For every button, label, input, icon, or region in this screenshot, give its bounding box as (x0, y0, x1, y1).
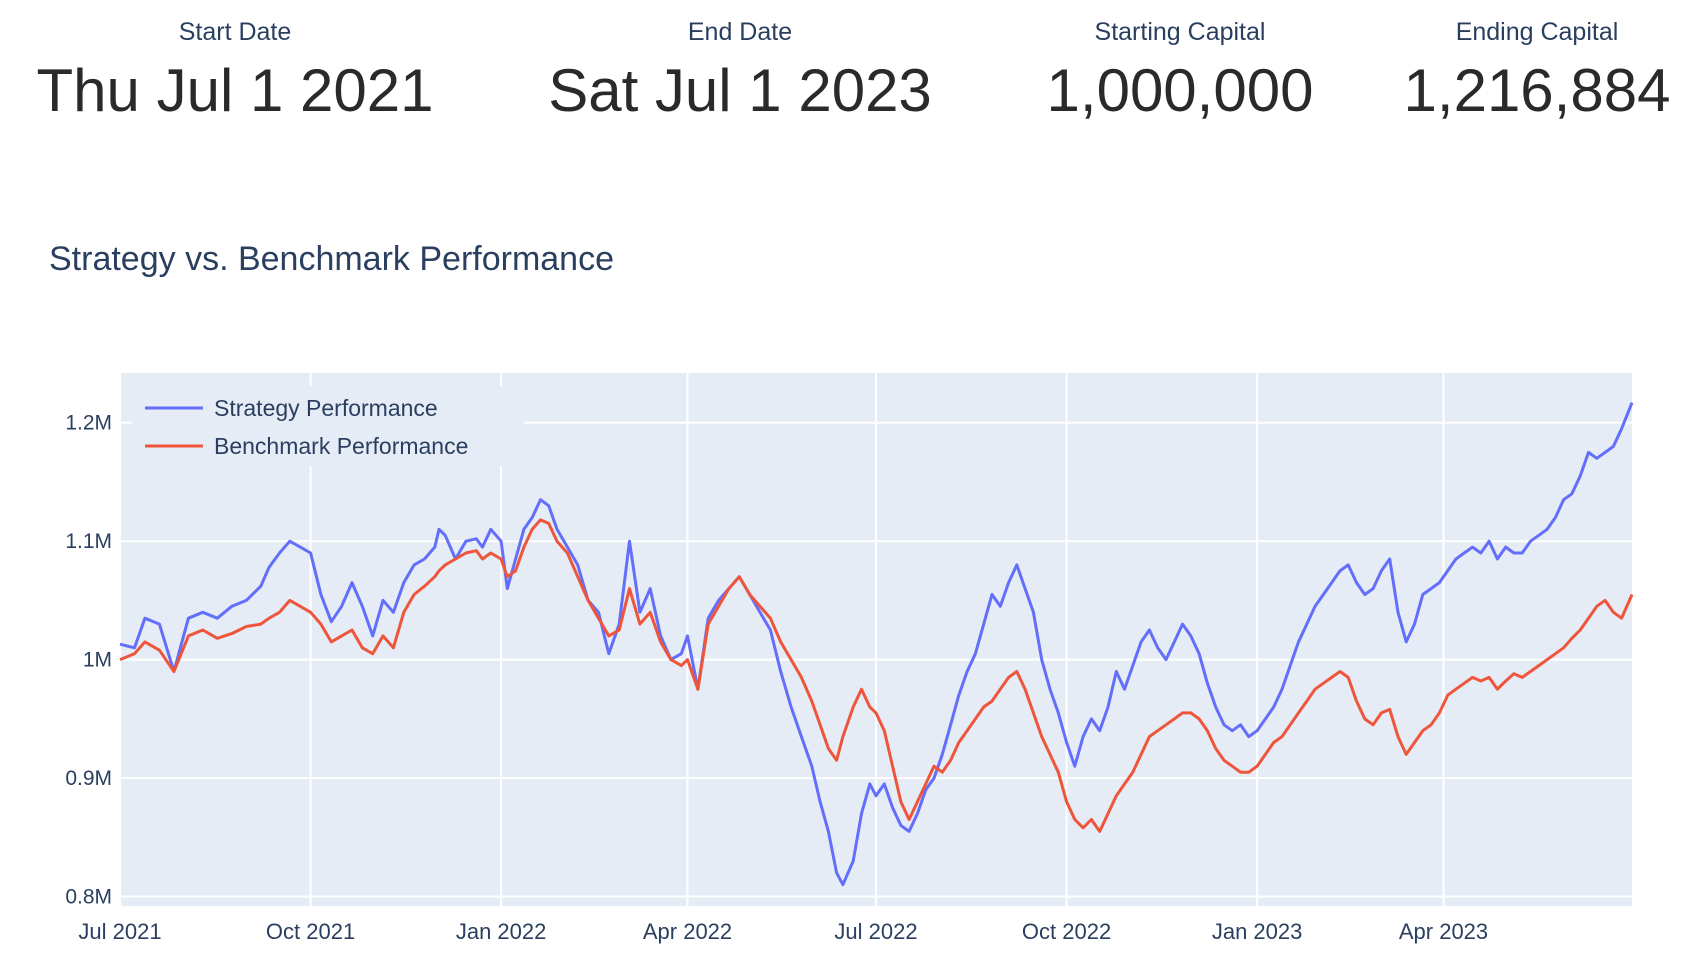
metric-end-date: End Date Sat Jul 1 2023 (480, 0, 1000, 121)
metric-start-date: Start Date Thu Jul 1 2021 (0, 0, 470, 121)
y-tick-label: 0.8M (65, 886, 112, 909)
metric-label: End Date (687, 18, 793, 46)
x-tick-label: Jan 2023 (1212, 919, 1303, 944)
metric-starting-capital: Starting Capital 1,000,000 (1000, 0, 1360, 121)
x-tick-label: Jul 2022 (834, 919, 917, 944)
x-tick-label: Apr 2022 (643, 919, 732, 944)
metric-label: Start Date (178, 18, 292, 46)
metric-value: 1,216,884 (1403, 57, 1671, 124)
legend-item-label[interactable]: Benchmark Performance (214, 433, 468, 459)
x-tick-label: Jul 2021 (78, 919, 161, 944)
strategy-series-line (119, 402, 1634, 887)
metric-label: Starting Capital (1094, 18, 1266, 46)
benchmark-series-line (119, 518, 1634, 833)
metric-label: Ending Capital (1455, 18, 1619, 46)
y-tick-label: 1M (83, 649, 112, 672)
y-tick-label: 1.2M (65, 412, 112, 435)
y-tick-label: 1.1M (65, 530, 112, 553)
x-tick-label: Oct 2022 (1022, 919, 1111, 944)
metric-value: Thu Jul 1 2021 (36, 57, 434, 124)
x-tick-label: Oct 2021 (266, 919, 355, 944)
metric-value: Sat Jul 1 2023 (548, 57, 932, 124)
y-tick-label: 0.9M (65, 767, 112, 790)
chart-title: Strategy vs. Benchmark Performance (49, 240, 615, 278)
x-tick-label: Jan 2022 (456, 919, 547, 944)
legend-item-label[interactable]: Strategy Performance (214, 395, 438, 421)
legend (132, 386, 524, 466)
metric-value: 1,000,000 (1046, 57, 1314, 124)
metric-ending-capital: Ending Capital 1,216,884 (1380, 0, 1694, 121)
x-tick-label: Apr 2023 (1399, 919, 1488, 944)
